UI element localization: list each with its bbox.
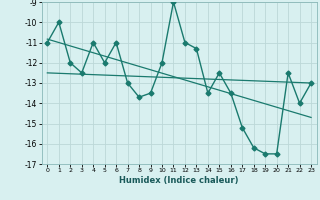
X-axis label: Humidex (Indice chaleur): Humidex (Indice chaleur): [119, 176, 239, 185]
